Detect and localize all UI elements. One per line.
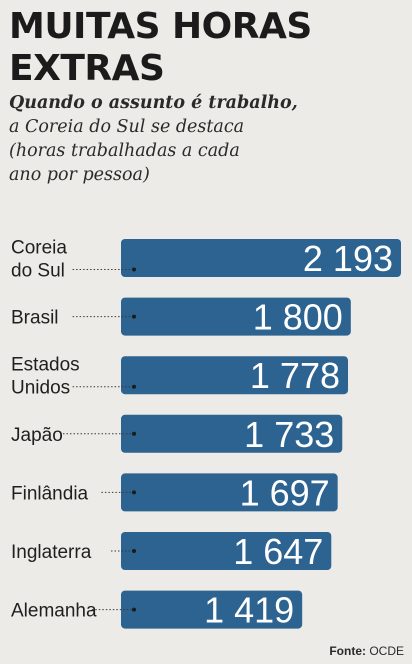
category-label: Finlândia [11,483,89,504]
source-value: OCDE [369,644,404,658]
title-line-2: EXTRAS [9,48,165,89]
bar [121,414,343,453]
value-label: 1 733 [244,414,334,455]
bar [121,590,303,629]
leader-dot [132,384,136,389]
bar [121,297,351,336]
leader-dot [132,431,136,436]
leader-dot [132,607,136,612]
bar [121,473,338,512]
source-note: Fonte: OCDE [329,644,404,658]
value-label: 1 647 [233,531,323,572]
chart-subtitle: Quando o assunto é trabalho, a Coreia do… [9,91,407,187]
leader-dot [132,267,136,272]
category-label: Inglaterra [11,542,92,563]
category-label: Estados Unidos [11,355,80,399]
value-label: 1 419 [204,590,294,631]
value-label: 1 697 [240,472,330,513]
source-label: Fonte: [329,644,366,658]
category-label: Japão [11,425,63,446]
subtitle-line-3: (horas trabalhadas a cada [9,141,240,161]
category-label: Alemanha [11,601,97,622]
leader-dot [132,490,136,495]
leader-dot [132,549,136,553]
subtitle-line-2: a Coreia do Sul se destaca [9,117,245,137]
bar [121,356,349,395]
leader-dot [132,314,136,319]
title-line-1: MUITAS HORAS [9,6,312,47]
category-label: Coreia do Sul [11,238,67,282]
subtitle-line-1: Quando o assunto é trabalho, [9,93,298,113]
value-label: 1 778 [250,355,340,396]
value-label: 1 800 [253,297,343,338]
chart-title: MUITAS HORAS EXTRAS [9,6,409,90]
bar [121,532,332,570]
value-label: 2 193 [303,238,393,279]
bar [121,239,401,277]
subtitle-line-4: ano por pessoa) [9,165,150,185]
category-label: Brasil [11,308,59,329]
